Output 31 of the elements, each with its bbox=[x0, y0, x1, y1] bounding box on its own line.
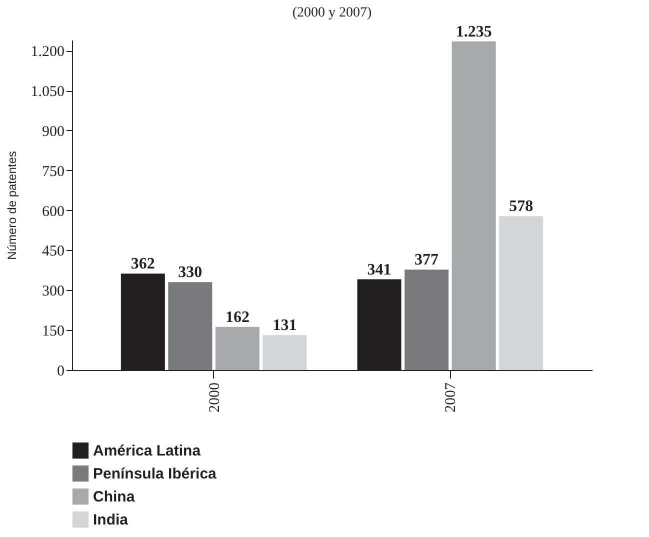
data-label: 131 bbox=[272, 317, 297, 334]
legend-label: América Latina bbox=[93, 442, 202, 460]
bar bbox=[168, 282, 212, 370]
y-tick-label: 900 bbox=[42, 124, 64, 140]
chart-subtitle: (2000 y 2007) bbox=[292, 5, 372, 20]
legend-label: China bbox=[93, 488, 136, 506]
y-tick-label: 450 bbox=[42, 244, 64, 260]
x-tick-label: 2007 bbox=[443, 382, 460, 412]
data-label: 578 bbox=[509, 198, 534, 216]
y-axis-title: Número de patentes bbox=[4, 151, 19, 260]
y-tick-label: 0 bbox=[57, 364, 64, 380]
data-label: 162 bbox=[225, 308, 250, 326]
bar bbox=[452, 41, 496, 370]
bar bbox=[215, 326, 260, 370]
data-label: 1.235 bbox=[456, 23, 492, 40]
data-label: 377 bbox=[414, 252, 439, 269]
y-tick-label: 750 bbox=[42, 164, 64, 180]
bar bbox=[262, 335, 307, 370]
bar bbox=[404, 270, 449, 370]
data-label: 341 bbox=[367, 261, 392, 278]
y-tick-label: 150 bbox=[42, 324, 64, 340]
y-tick-label: 1.050 bbox=[30, 84, 64, 100]
bar bbox=[499, 216, 544, 370]
legend-label: India bbox=[93, 512, 129, 528]
data-label: 362 bbox=[130, 256, 155, 273]
y-tick-label: 300 bbox=[42, 284, 64, 300]
y-tick-label: 600 bbox=[42, 204, 64, 220]
legend-label: Península Ibérica bbox=[93, 466, 218, 482]
x-tick-label: 2000 bbox=[206, 382, 223, 412]
y-tick-label: 1.200 bbox=[30, 44, 64, 60]
data-label: 330 bbox=[178, 264, 202, 282]
